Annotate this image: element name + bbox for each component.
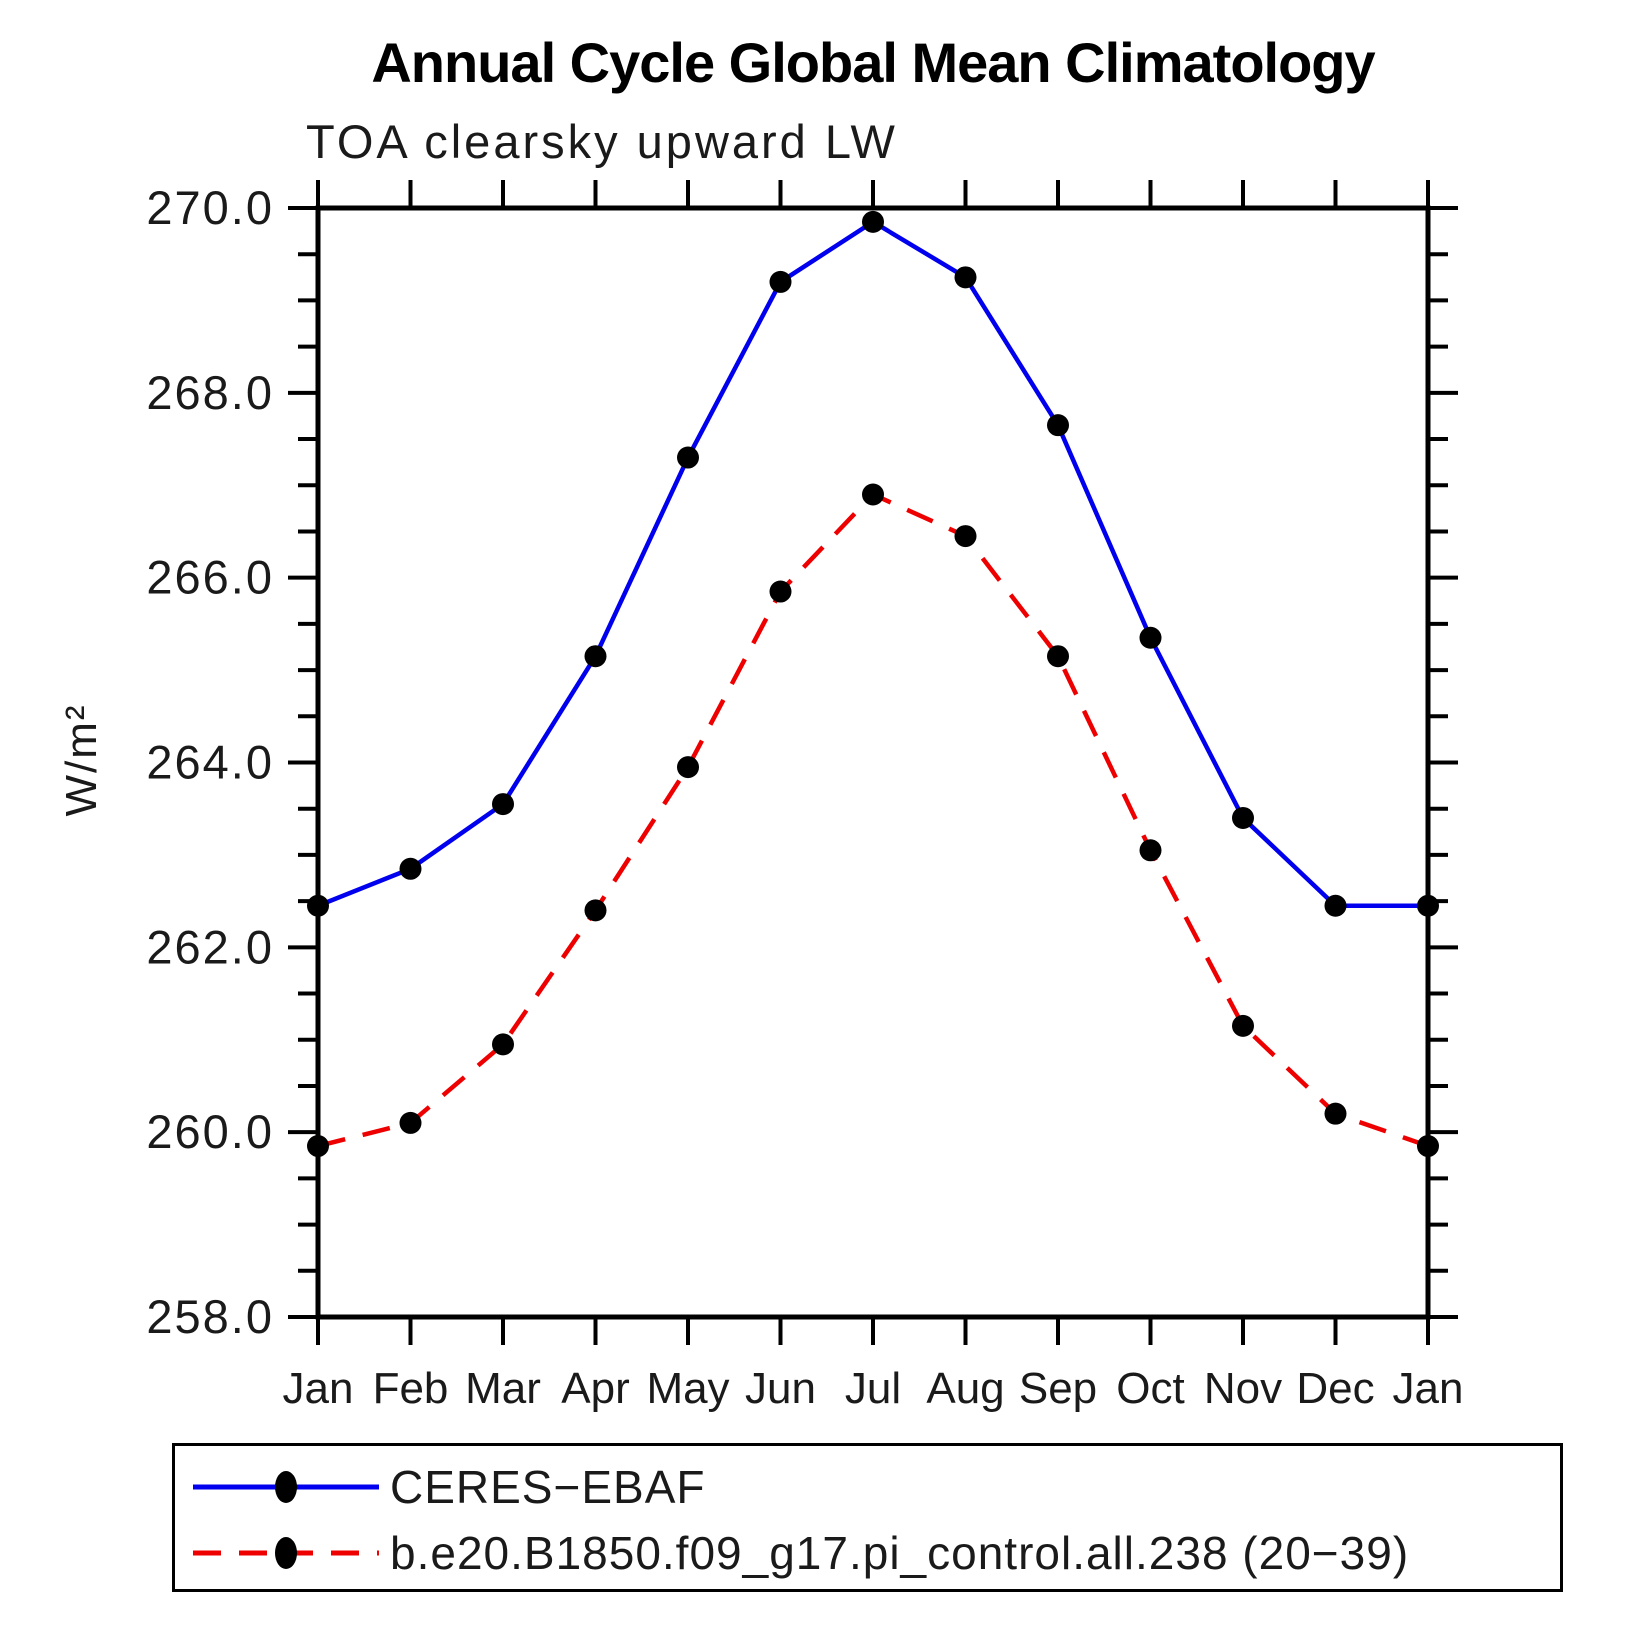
data-point-marker <box>769 580 792 603</box>
axis-box <box>315 205 1431 1320</box>
data-point-marker <box>862 483 884 506</box>
data-point-marker <box>677 446 699 469</box>
data-point-marker <box>1232 806 1254 829</box>
y-tick-label: 268.0 <box>146 366 274 419</box>
data-point-marker <box>1417 1135 1439 1158</box>
data-point-marker <box>584 645 607 668</box>
data-point-marker <box>492 793 514 816</box>
x-tick-label: Jul <box>845 1364 901 1413</box>
x-tick-label: Mar <box>465 1364 541 1413</box>
chart-subtitle: TOA clearsky upward LW <box>306 115 898 168</box>
y-tick-label: 270.0 <box>146 181 274 234</box>
series-line-1 <box>317 492 1429 1149</box>
data-point-marker <box>1139 626 1162 649</box>
x-tick-label: Jan <box>283 1364 354 1413</box>
data-point-marker <box>492 1033 514 1056</box>
x-tick-label: Dec <box>1296 1364 1374 1413</box>
y-tick-label: 262.0 <box>146 920 274 973</box>
series-line-0 <box>317 219 1428 908</box>
legend-label-model: b.e20.B1850.f09_g17.pi_control.all.238 (… <box>390 1527 1410 1579</box>
x-tick-label: Feb <box>373 1364 449 1413</box>
x-tick-label: Sep <box>1019 1364 1097 1413</box>
chart-title: Annual Cycle Global Mean Climatology <box>371 31 1375 94</box>
legend-swatch-dashed <box>193 1537 379 1569</box>
data-point-marker <box>769 270 792 293</box>
data-point-marker <box>1324 894 1347 917</box>
legend: CERES−EBAF b.e20.B1850.f09_g17.pi_contro… <box>172 1443 1563 1592</box>
legend-entry-model: b.e20.B1850.f09_g17.pi_control.all.238 (… <box>189 1528 1409 1578</box>
x-tick-label: Nov <box>1204 1364 1282 1413</box>
legend-swatch-solid <box>193 1471 379 1503</box>
y-tick-label: 258.0 <box>146 1290 274 1343</box>
legend-entry-ceres-ebaf: CERES−EBAF <box>189 1462 706 1512</box>
data-point-marker <box>954 525 977 548</box>
data-point-marker <box>1047 414 1069 437</box>
x-tick-label: Jun <box>745 1364 816 1413</box>
data-point-marker <box>1047 645 1069 668</box>
y-tick-label: 260.0 <box>146 1105 274 1158</box>
data-point-marker <box>1417 894 1439 917</box>
data-point-marker <box>1139 839 1162 862</box>
x-tick-label: Aug <box>926 1364 1004 1413</box>
data-point-marker <box>399 857 422 880</box>
data-point-marker <box>954 266 977 289</box>
legend-label-ceres-ebaf: CERES−EBAF <box>390 1461 706 1513</box>
data-point-marker <box>677 756 699 779</box>
data-point-marker <box>307 894 329 917</box>
legend-marker-dot <box>275 1471 297 1503</box>
y-tick-label: 264.0 <box>146 736 274 789</box>
data-point-marker <box>1232 1014 1254 1037</box>
data-point-marker <box>307 1135 329 1158</box>
x-tick-label: Jan <box>1393 1364 1464 1413</box>
data-point-marker <box>399 1111 422 1134</box>
data-point-marker <box>862 210 884 233</box>
data-point-marker <box>584 899 607 922</box>
x-tick-label: Apr <box>561 1364 629 1413</box>
data-point-marker <box>1324 1102 1347 1125</box>
x-tick-label: Oct <box>1116 1364 1184 1413</box>
y-tick-label: 266.0 <box>146 551 274 604</box>
x-tick-label: May <box>646 1364 729 1413</box>
legend-marker-dot <box>275 1537 297 1569</box>
